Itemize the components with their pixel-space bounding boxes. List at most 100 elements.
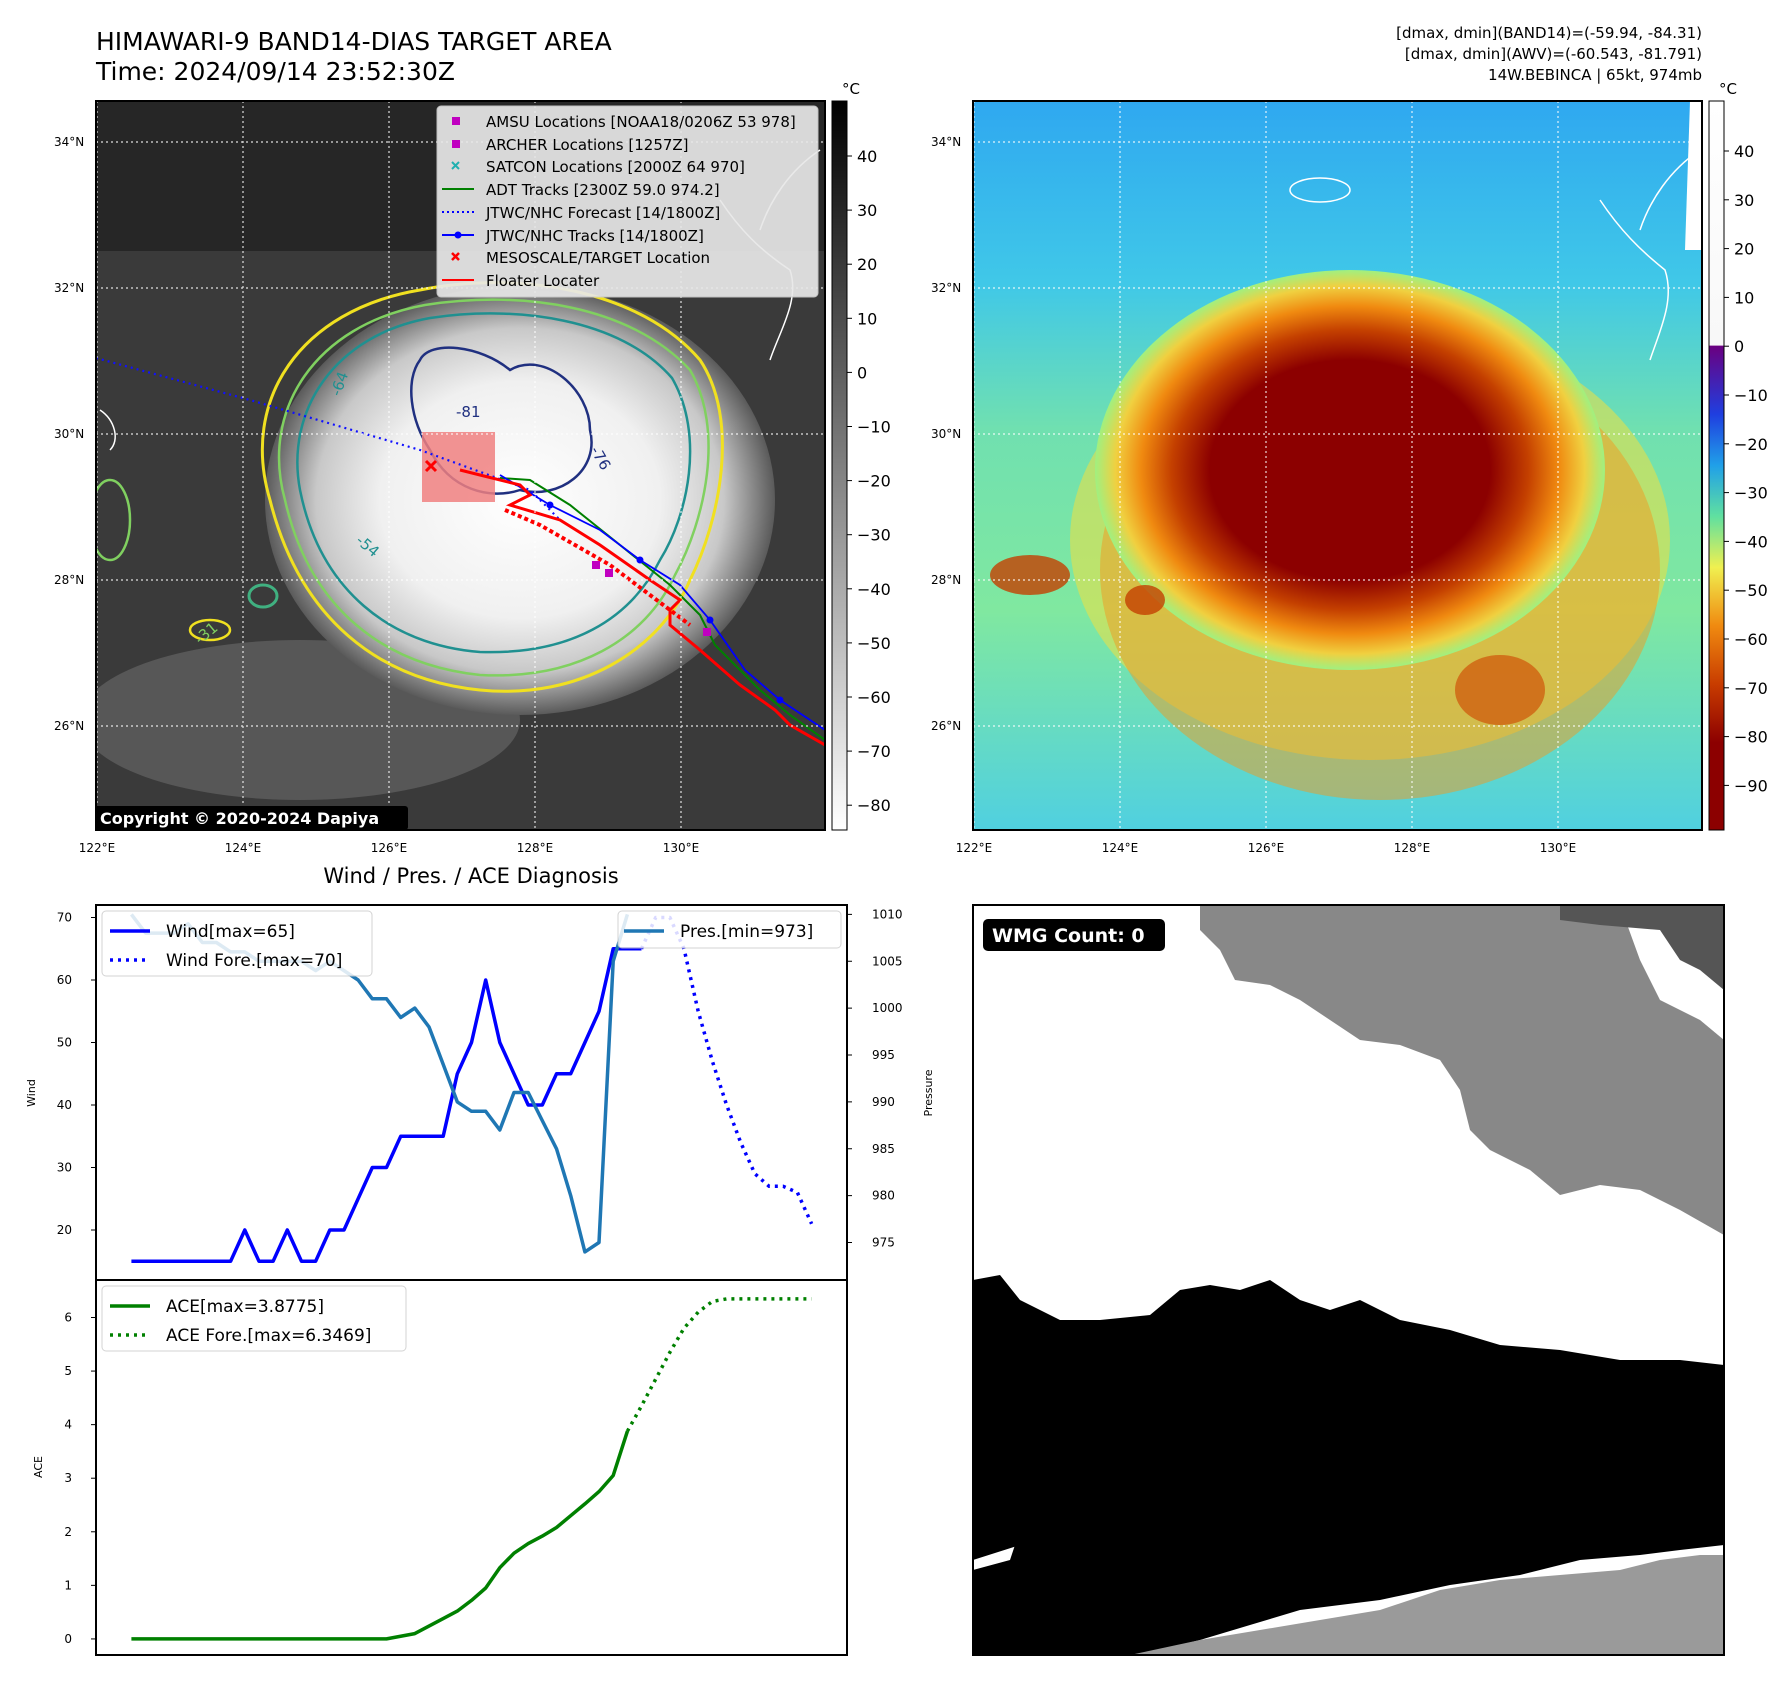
pressure-legend: Pres.[min=973] [617, 910, 842, 949]
ace-fore-legend-label: ACE Fore.[max=6.3469] [166, 1326, 371, 1346]
colorbar-tick-label: 0 [857, 363, 867, 382]
wind-axis-ticks: 20 30 40 50 60 70 [57, 911, 96, 1237]
colorbar-tick-label: 20 [857, 255, 877, 274]
wind-legend-box [101, 910, 373, 977]
lat-tick: 28°N [931, 573, 961, 587]
legend-archer-icon [452, 140, 460, 148]
ir-map-frame [95, 100, 826, 831]
lat-tick: 32°N [931, 281, 961, 295]
amsu-marker [703, 628, 711, 636]
axis-tick-label: 1 [64, 1578, 72, 1592]
legend-satcon-icon [451, 161, 460, 170]
awv-range: [dmax, dmin](AWV)=(-60.543, -81.791) [1405, 45, 1702, 63]
wmg-dark-gray [1560, 905, 1724, 990]
axis-tick-label: 6 [64, 1311, 72, 1325]
dias-lat-ticks: 34°N 32°N 30°N 28°N 26°N [931, 135, 961, 733]
ir-lat-ticks: 34°N 32°N 30°N 28°N 26°N [54, 135, 84, 733]
storm-info: 14W.BEBINCA | 65kt, 974mb [1488, 66, 1702, 84]
axis-tick-label: 40 [57, 1098, 72, 1112]
colorbar-tick-label: −80 [1734, 728, 1768, 747]
lat-tick: 30°N [54, 427, 84, 441]
colorbar-tick-label: −50 [1734, 581, 1768, 600]
lat-tick: 26°N [54, 719, 84, 733]
jtwc-track-point [706, 616, 714, 624]
dias-lon-ticks: 122°E 124°E 126°E 128°E 130°E [956, 841, 1577, 855]
contour-teal [296, 312, 692, 654]
legend-amsu-icon [452, 117, 460, 125]
legend-item: Floater Locater [486, 272, 600, 290]
wmg-black [973, 1275, 1724, 1655]
jtwc-track-point [776, 696, 784, 704]
lat-tick: 30°N [931, 427, 961, 441]
axis-tick-label: 20 [57, 1223, 72, 1237]
lon-tick: 122°E [79, 841, 116, 855]
colorbar-tick-label: 20 [1734, 240, 1754, 259]
lon-tick: 128°E [1394, 841, 1431, 855]
axis-tick-label: 5 [64, 1364, 72, 1378]
dias-map-panel: 34°N 32°N 30°N 28°N 26°N 122°E 124°E 126… [931, 80, 1768, 855]
contour-yellow [260, 281, 724, 693]
mesoscale-track [504, 508, 692, 627]
wind-pressure-chart: 20 30 40 50 60 70 975 980 985 990 995 1000 1005 1010… [25, 904, 935, 1281]
axis-tick-label: 50 [57, 1036, 72, 1050]
pressure-axis-ticks: 975 980 985 990 995 1000 1005 1010 [847, 907, 903, 1250]
copyright-text: Copyright © 2020-2024 Dapiya [100, 809, 379, 828]
series-ace-max-3-8775 [131, 1430, 630, 1641]
colorbar-tick-label: −10 [857, 418, 891, 437]
dias-nodata [1685, 101, 1702, 250]
colorbar-tick-label: −20 [857, 472, 891, 491]
dias-cell [1125, 585, 1165, 615]
wmg-frame [972, 904, 1725, 1656]
series-ace-fore-max-6-3469 [625, 1297, 812, 1433]
archer-marker [592, 561, 600, 569]
legend-item: MESOSCALE/TARGET Location [486, 249, 710, 267]
colorbar-tick-label: −30 [1734, 484, 1768, 503]
amsu-marker [605, 569, 613, 577]
axis-tick-label: 2 [64, 1525, 72, 1539]
axis-tick-label: 4 [64, 1418, 72, 1432]
ace-axis-ticks: 0 1 2 3 4 5 6 [64, 1311, 96, 1646]
colorbar-tick-label: −40 [857, 580, 891, 599]
ace-chart: 0 1 2 3 4 5 6 ACE ACE[max=3.8775] ACE Fore.[ma… [32, 1279, 848, 1656]
contour-cell [188, 618, 232, 642]
wmg-gray-lower [1130, 1555, 1724, 1655]
colorbar-tick-label: −10 [1734, 386, 1768, 405]
colorbar-tick-label: 40 [1734, 142, 1754, 161]
wind-fore-legend-label: Wind Fore.[max=70] [166, 951, 342, 971]
dias-map-frame [972, 100, 1703, 831]
axis-tick-label: 30 [57, 1161, 72, 1175]
lat-tick: 34°N [54, 135, 84, 149]
jtwc-track [499, 474, 825, 731]
colorbar-tick-label: 30 [1734, 191, 1754, 210]
contour-cell [247, 583, 279, 609]
lon-tick: 128°E [517, 841, 554, 855]
lat-tick: 34°N [931, 135, 961, 149]
colorbar-tick-label: −70 [857, 742, 891, 761]
colorbar-tick-label: −60 [857, 688, 891, 707]
jtwc-track-point [546, 501, 554, 509]
pressure-axis-label: Pressure [922, 1069, 935, 1116]
mesoscale-box [422, 432, 495, 502]
colorbar-tick-label: −50 [857, 634, 891, 653]
colorbar-tick-label: 30 [857, 201, 877, 220]
legend-item: ADT Tracks [2300Z 59.0 974.2] [486, 181, 720, 199]
title-line-1: HIMAWARI-9 BAND14-DIAS TARGET AREA [96, 27, 612, 56]
colorbar-tick-label: 0 [1734, 337, 1744, 356]
pressure-legend-label: Pres.[min=973] [680, 922, 813, 942]
lon-tick: 124°E [1102, 841, 1139, 855]
coastline [1639, 149, 1701, 231]
lon-tick: 122°E [956, 841, 993, 855]
map-legend: AMSU Locations [NOAA18/0206Z 53 978] ARC… [436, 105, 819, 298]
lat-tick: 26°N [931, 719, 961, 733]
ace-legend-label: ACE[max=3.8775] [166, 1297, 324, 1317]
axis-tick-label: 1010 [872, 907, 903, 921]
target-location-marker [424, 459, 438, 473]
colorbar-tick-label: −40 [1734, 532, 1768, 551]
dias-colorbar-ticks: 40 30 20 10 0 −10 −20 −30 −40 −50 −60 −70 −80 −90 [1724, 142, 1768, 795]
axis-tick-label: 70 [57, 911, 72, 925]
ace-legend-box [101, 1285, 407, 1352]
colorbar-tick-label: −80 [857, 796, 891, 815]
pressure-legend-box [617, 910, 842, 949]
legend-item: SATCON Locations [2000Z 64 970] [486, 158, 745, 176]
coastline [1289, 177, 1351, 203]
